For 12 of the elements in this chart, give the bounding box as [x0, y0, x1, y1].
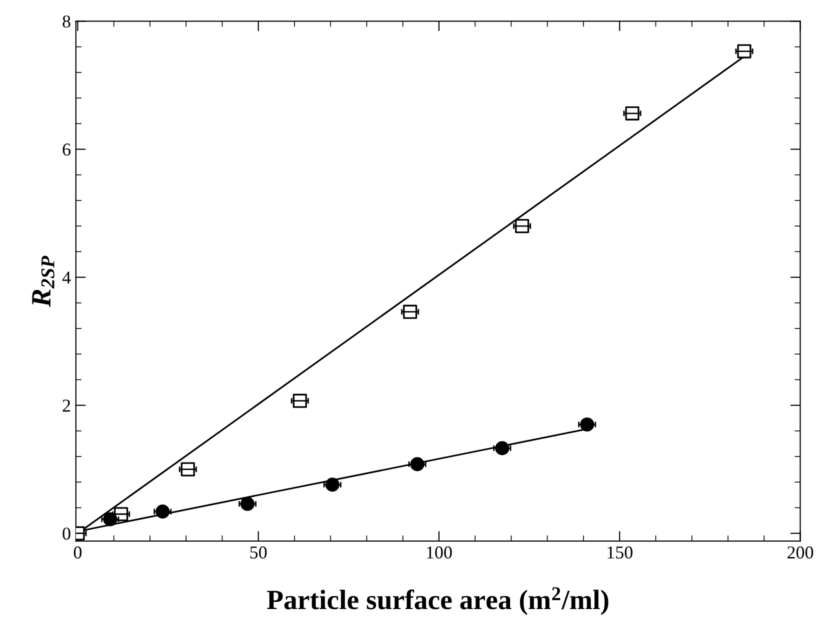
x-tick-label: 150 [608, 546, 632, 559]
x-tick-label: 100 [427, 546, 452, 559]
y-tick-label: 0 [62, 528, 70, 540]
x-axis-title: Particle surface area (m$^{2}$/ml) [267, 587, 608, 615]
x-tick-label: 0 [74, 546, 82, 559]
y-axis-title: R$_{2SP}$ [32, 256, 54, 308]
y-tick-label: 4 [62, 272, 71, 284]
x-tick-label: 50 [250, 546, 267, 559]
x-tick-label: 200 [788, 546, 814, 559]
y-tick-label: 6 [62, 144, 70, 156]
y-tick-label: 2 [62, 400, 70, 412]
y-tick-label: 8 [62, 15, 70, 28]
